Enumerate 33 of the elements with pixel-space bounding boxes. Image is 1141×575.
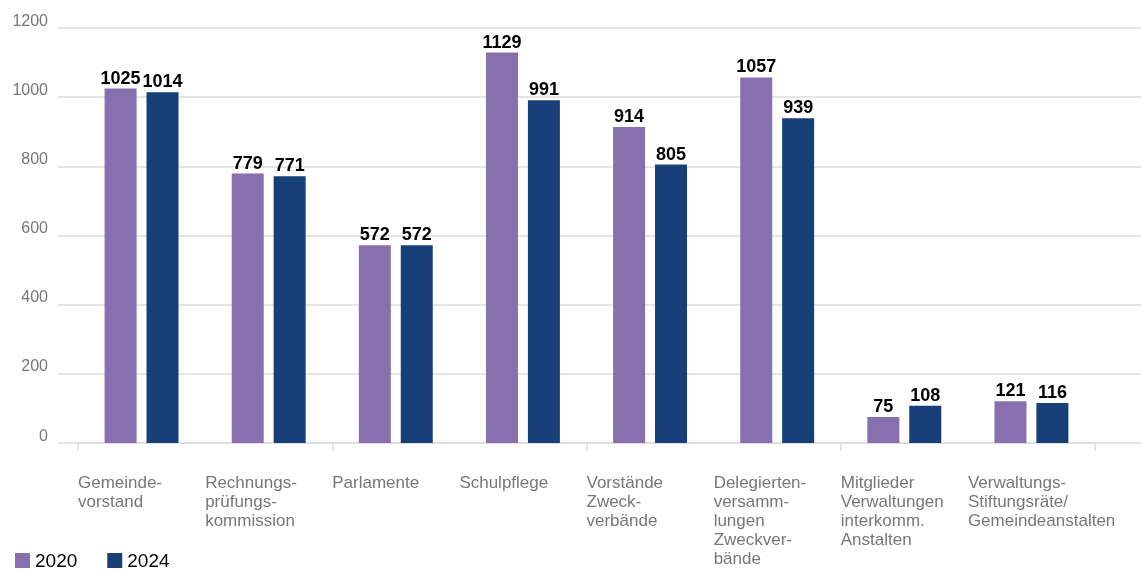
data-label: 805 — [656, 143, 687, 164]
x-tick-label: Gemeinde- vorstand — [78, 473, 163, 511]
x-tick-label: Parlamente — [332, 473, 420, 492]
y-tick-label: 800 — [21, 149, 49, 167]
y-tick-label: 200 — [21, 357, 49, 375]
y-tick-label: 0 — [39, 426, 49, 444]
x-tick-label: Vorstände Zweck- verbände — [586, 473, 664, 530]
data-label: 914 — [614, 105, 645, 126]
data-label: 121 — [995, 380, 1026, 401]
y-tick-label: 600 — [21, 219, 49, 236]
y-tick-label: 1000 — [12, 80, 49, 98]
data-label: 572 — [401, 224, 432, 245]
data-label: 779 — [232, 152, 263, 173]
legend-label: 2020 — [35, 550, 78, 571]
legend-label: 2024 — [127, 550, 170, 571]
x-tick-label: Schulpflege — [459, 473, 549, 492]
data-label: 1014 — [142, 71, 183, 92]
data-label: 771 — [274, 155, 305, 176]
x-tick-label: Verwaltungs- Stiftungsräte/ Gemeindeanstalten — [967, 473, 1116, 530]
data-label: 1025 — [100, 67, 141, 88]
data-label: 116 — [1037, 381, 1067, 402]
data-label: 939 — [783, 97, 814, 118]
x-tick-label: Mitglieder Verwaltungen interkomm. Anstalten — [840, 473, 944, 549]
x-tick-label: Rechnungs- prüfungs- kommission — [205, 473, 297, 530]
x-tick-label: Delegierten- versamm- lungen Zweckver- bände — [713, 473, 807, 568]
data-label: 572 — [359, 224, 390, 245]
y-tick-label: 1200 — [12, 11, 49, 29]
y-tick-label: 400 — [21, 288, 49, 306]
data-label: 1129 — [482, 31, 522, 52]
data-label: 75 — [873, 396, 894, 417]
data-label: 1057 — [736, 56, 777, 77]
data-label: 991 — [528, 79, 559, 100]
data-label: 108 — [910, 384, 941, 405]
